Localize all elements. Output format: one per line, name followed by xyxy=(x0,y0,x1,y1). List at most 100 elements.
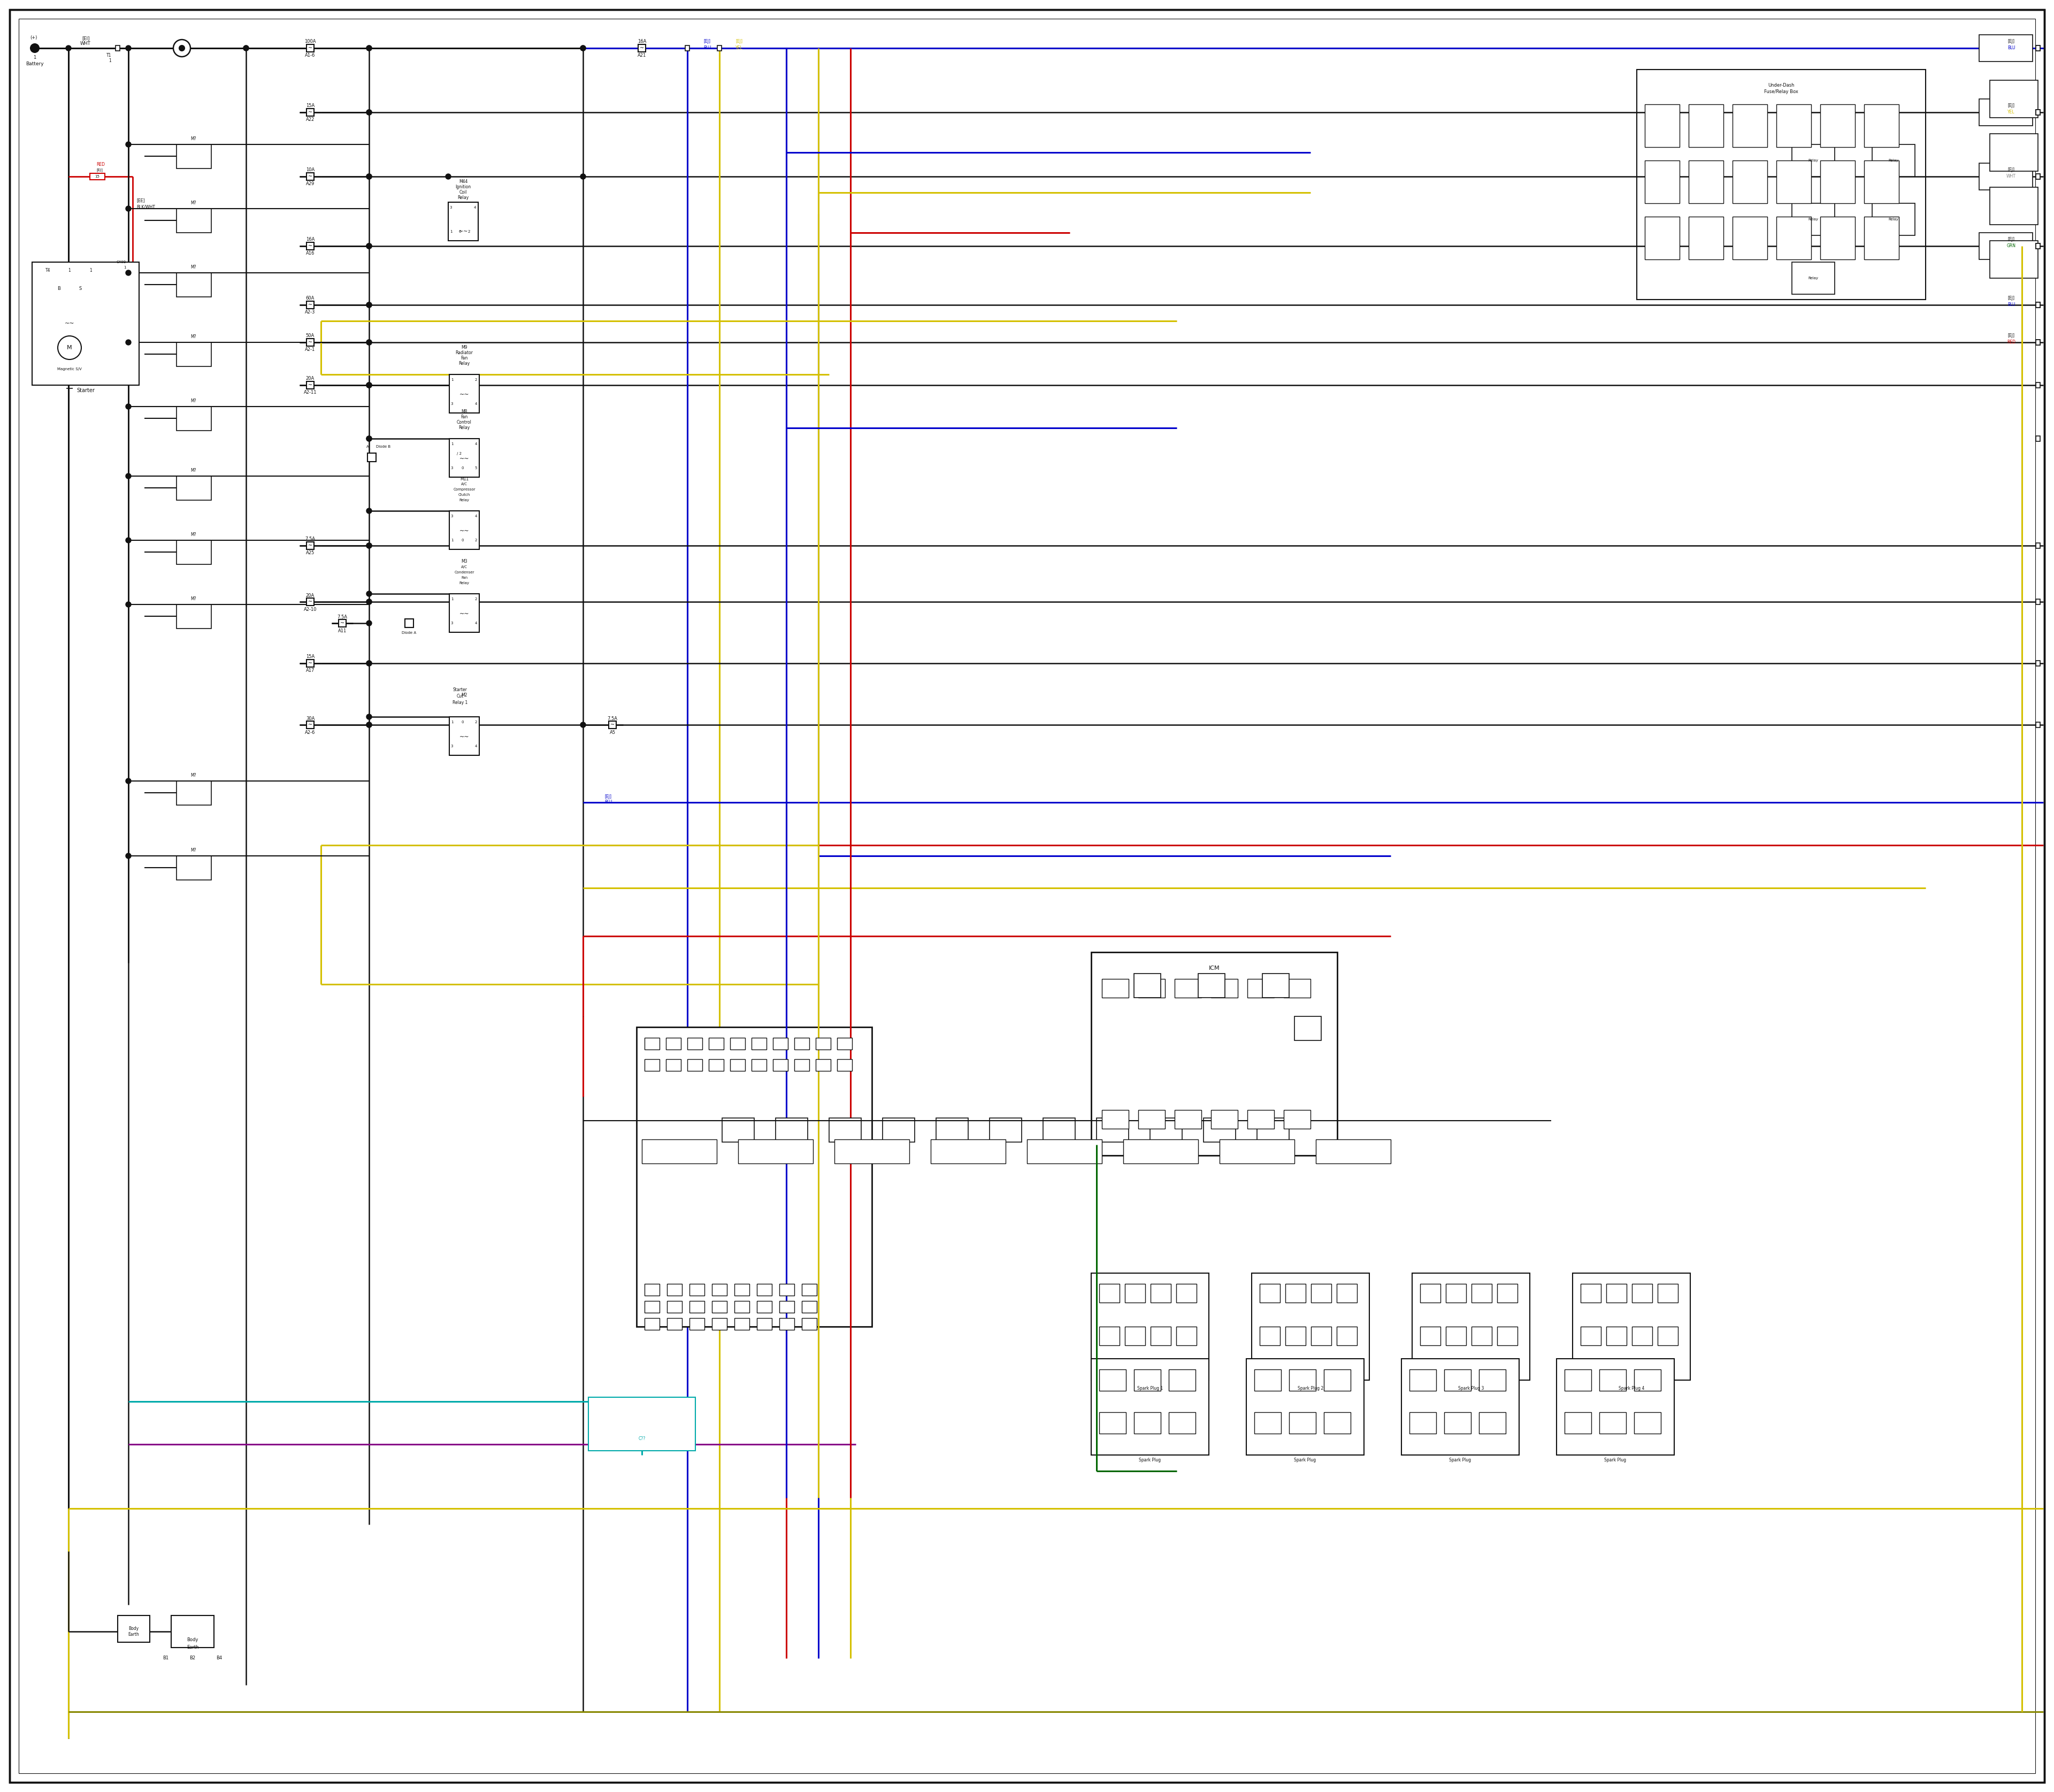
Text: Body
Earth: Body Earth xyxy=(127,1627,140,1636)
Circle shape xyxy=(242,45,249,50)
Bar xyxy=(306,172,314,181)
Bar xyxy=(830,1118,861,1142)
Circle shape xyxy=(366,303,372,308)
Bar xyxy=(306,541,314,550)
Bar xyxy=(1600,1369,1627,1391)
Bar xyxy=(1497,1326,1518,1346)
Bar xyxy=(735,1319,750,1330)
Text: Relay 1: Relay 1 xyxy=(452,701,468,706)
Text: M44: M44 xyxy=(458,179,468,185)
Text: Control: Control xyxy=(456,419,472,425)
Circle shape xyxy=(366,174,372,179)
Bar xyxy=(33,262,140,385)
Circle shape xyxy=(446,174,452,179)
Text: Under-Dash: Under-Dash xyxy=(1768,82,1795,88)
Bar xyxy=(1247,1109,1273,1129)
Text: Fan: Fan xyxy=(460,575,468,579)
Text: C??: C?? xyxy=(639,1437,645,1441)
Bar xyxy=(1990,186,2038,224)
Text: Clutch: Clutch xyxy=(458,493,470,496)
Text: ~: ~ xyxy=(308,722,312,728)
Circle shape xyxy=(581,722,585,728)
Bar xyxy=(737,1140,813,1163)
Bar xyxy=(723,1118,754,1142)
Bar xyxy=(645,1038,659,1050)
Text: A2-3: A2-3 xyxy=(306,310,316,315)
Bar xyxy=(306,242,314,249)
Bar xyxy=(1820,217,1855,260)
Bar xyxy=(306,45,314,52)
Bar xyxy=(801,1301,817,1314)
Bar xyxy=(795,1059,809,1072)
Text: A: A xyxy=(366,444,370,448)
Text: 4: 4 xyxy=(474,206,477,210)
Bar xyxy=(1633,1283,1651,1303)
Text: Fan: Fan xyxy=(460,414,468,419)
Bar xyxy=(1600,1412,1627,1434)
Text: M3: M3 xyxy=(462,559,468,564)
Circle shape xyxy=(581,45,585,50)
Circle shape xyxy=(366,45,372,50)
Bar xyxy=(2036,435,2040,441)
Text: Relay: Relay xyxy=(460,581,470,584)
Bar xyxy=(1401,1358,1520,1455)
Bar xyxy=(1175,978,1202,998)
Bar xyxy=(1101,978,1128,998)
Text: A2-10: A2-10 xyxy=(304,607,316,611)
Circle shape xyxy=(125,206,131,211)
Text: ~: ~ xyxy=(308,109,312,115)
Bar xyxy=(686,45,690,50)
Text: 3: 3 xyxy=(450,401,454,405)
Bar xyxy=(1134,973,1161,998)
Bar xyxy=(1606,1326,1627,1346)
Bar xyxy=(2036,174,2040,179)
Text: M?: M? xyxy=(191,201,197,206)
Bar xyxy=(1290,1369,1317,1391)
Text: Relay: Relay xyxy=(1888,159,1898,161)
Bar xyxy=(1777,217,1812,260)
Text: M?: M? xyxy=(191,468,197,473)
Text: Starter: Starter xyxy=(452,688,466,692)
Bar xyxy=(2036,45,2040,50)
Text: WHT: WHT xyxy=(2007,174,2015,179)
Bar xyxy=(1255,1369,1282,1391)
Text: Relay: Relay xyxy=(1808,276,1818,280)
Bar xyxy=(1820,104,1855,147)
Text: Spark Plug: Spark Plug xyxy=(1450,1459,1471,1462)
Text: M8: M8 xyxy=(462,410,468,414)
Text: 7.5A: 7.5A xyxy=(608,717,618,720)
Bar xyxy=(1658,1326,1678,1346)
Bar xyxy=(838,1038,852,1050)
Bar xyxy=(1177,1326,1197,1346)
Text: 16A: 16A xyxy=(306,237,314,242)
Circle shape xyxy=(125,602,131,607)
Text: 1: 1 xyxy=(68,267,70,272)
Text: [EJ]: [EJ] xyxy=(2007,39,2015,45)
Circle shape xyxy=(366,382,372,387)
Bar xyxy=(688,1059,702,1072)
Text: [EE]: [EE] xyxy=(136,199,144,202)
Bar xyxy=(1099,1326,1119,1346)
Bar xyxy=(1247,978,1273,998)
Bar xyxy=(306,720,314,729)
Text: B1: B1 xyxy=(162,1656,168,1661)
Bar xyxy=(1099,1369,1126,1391)
Text: YEL: YEL xyxy=(2007,109,2015,115)
Text: 7.5A: 7.5A xyxy=(306,538,316,541)
Bar xyxy=(838,1059,852,1072)
Text: 4: 4 xyxy=(474,622,477,625)
Bar xyxy=(795,1038,809,1050)
Bar xyxy=(801,1283,817,1296)
Bar xyxy=(1990,240,2038,278)
Text: GRN: GRN xyxy=(2007,244,2015,249)
Bar xyxy=(1606,1283,1627,1303)
Text: ~: ~ xyxy=(308,661,312,667)
Bar xyxy=(1134,1369,1161,1391)
Text: 1: 1 xyxy=(450,539,454,541)
Text: Relay: Relay xyxy=(460,498,470,502)
Text: M?: M? xyxy=(191,848,197,853)
Bar xyxy=(2036,722,2040,728)
Bar xyxy=(639,45,645,52)
Bar xyxy=(1865,161,1898,202)
Text: ~: ~ xyxy=(308,599,312,604)
